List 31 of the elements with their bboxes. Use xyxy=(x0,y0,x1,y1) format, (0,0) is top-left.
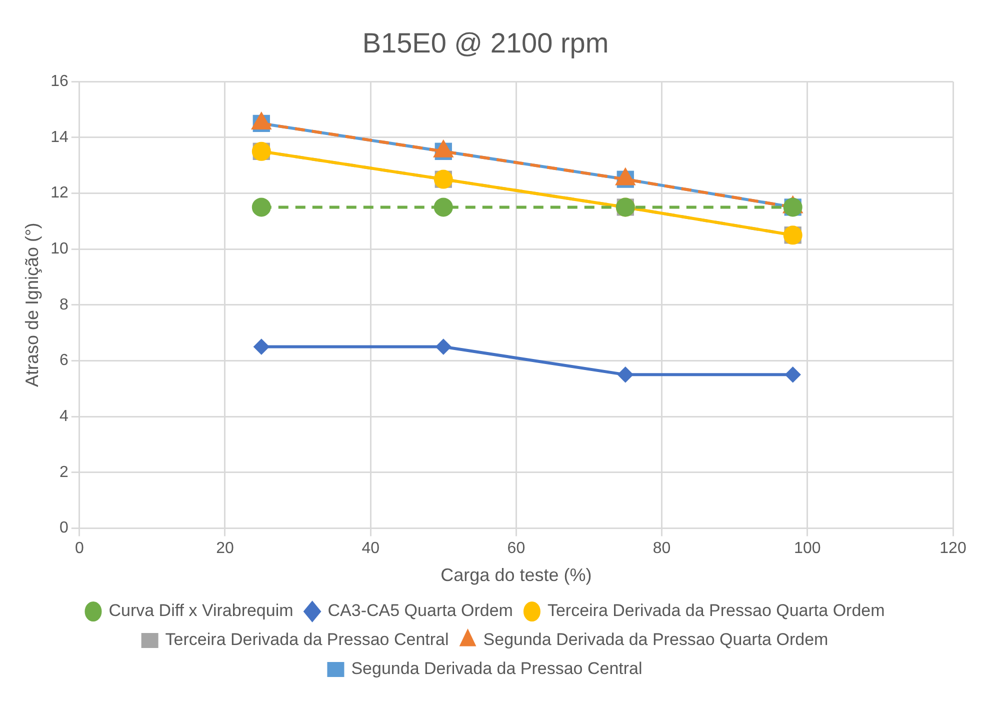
point xyxy=(785,367,800,382)
x-tick-label: 0 xyxy=(74,540,84,558)
legend-label: CA3-CA5 Quarta Ordem xyxy=(328,601,513,620)
point xyxy=(252,198,271,217)
legend-label: Terceira Derivada da Pressao Central xyxy=(165,630,449,650)
x-tick-label: 20 xyxy=(216,540,234,558)
x-tick-label: 60 xyxy=(507,540,526,558)
y-tick-label: 16 xyxy=(50,73,68,90)
point xyxy=(254,339,269,354)
y-tick-label: 2 xyxy=(59,464,68,481)
x-tick-label: 40 xyxy=(362,540,380,558)
point xyxy=(618,367,633,382)
chart-title: B15E0 @ 2100 rpm xyxy=(362,28,609,59)
legend-label: Segunda Derivada da Pressao Central xyxy=(351,659,642,678)
x-tick-label: 80 xyxy=(652,540,671,558)
y-tick-label: 8 xyxy=(59,296,68,314)
legend-label: Segunda Derivada da Pressao Quarta Ordem xyxy=(483,630,828,650)
x-tick-label: 120 xyxy=(940,540,966,558)
y-tick-label: 12 xyxy=(50,184,68,202)
x-tick-label: 100 xyxy=(794,540,821,558)
x-axis-title: Carga do teste (%) xyxy=(440,565,592,586)
y-axis-title: Atraso de Ignição (°) xyxy=(22,222,42,388)
legend-label: Terceira Derivada da Pressao Quarta Ordem xyxy=(547,601,885,620)
point xyxy=(436,339,451,354)
y-tick-label: 0 xyxy=(59,520,68,537)
legend-label: Curva Diff x Virabrequim xyxy=(108,601,294,620)
y-tick-label: 10 xyxy=(50,240,68,258)
y-tick-label: 4 xyxy=(59,408,68,425)
y-tick-label: 14 xyxy=(50,128,68,146)
point xyxy=(434,198,453,217)
y-tick-label: 6 xyxy=(59,352,68,370)
